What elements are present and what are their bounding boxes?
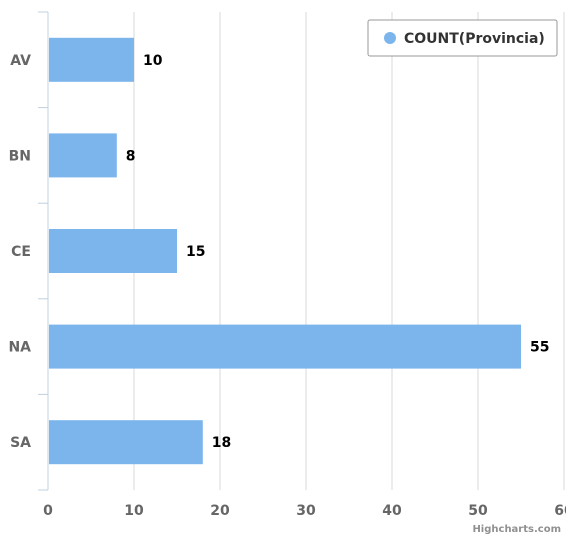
bar[interactable] — [49, 420, 203, 465]
legend-item-label[interactable]: COUNT(Provincia) — [404, 31, 545, 47]
data-label: 10 — [143, 53, 163, 69]
data-labels: 10 8 15 55 18 — [126, 53, 550, 451]
category-label: NA — [8, 340, 31, 356]
category-label: BN — [9, 148, 31, 164]
bar-series[interactable] — [49, 37, 521, 465]
category-label: AV — [10, 53, 31, 69]
category-label: CE — [11, 244, 31, 260]
axes: AV BN CE NA SA 0 10 20 30 40 50 60 — [8, 11, 566, 519]
bar[interactable] — [49, 229, 177, 273]
data-label: 8 — [126, 148, 136, 164]
data-label: 15 — [186, 244, 205, 260]
data-label: 55 — [530, 340, 549, 356]
value-tick-label: 20 — [210, 503, 230, 519]
bar[interactable] — [49, 133, 117, 178]
value-tick-label: 60 — [554, 503, 566, 519]
grid-lines — [133, 12, 565, 490]
value-tick-label: 30 — [296, 503, 316, 519]
value-tick-label: 10 — [124, 503, 144, 519]
legend-symbol — [384, 32, 396, 44]
value-tick-label: 0 — [43, 503, 53, 519]
legend-box — [367, 19, 558, 57]
value-tick-label: 50 — [468, 503, 488, 519]
credits-text[interactable]: Highcharts.com — [472, 524, 561, 535]
bar[interactable] — [49, 37, 134, 82]
value-tick-label: 40 — [382, 503, 402, 519]
category-label: SA — [10, 435, 31, 451]
data-label: 18 — [212, 435, 231, 451]
legend[interactable]: COUNT(Provincia) — [367, 19, 558, 57]
bar[interactable] — [49, 324, 521, 369]
